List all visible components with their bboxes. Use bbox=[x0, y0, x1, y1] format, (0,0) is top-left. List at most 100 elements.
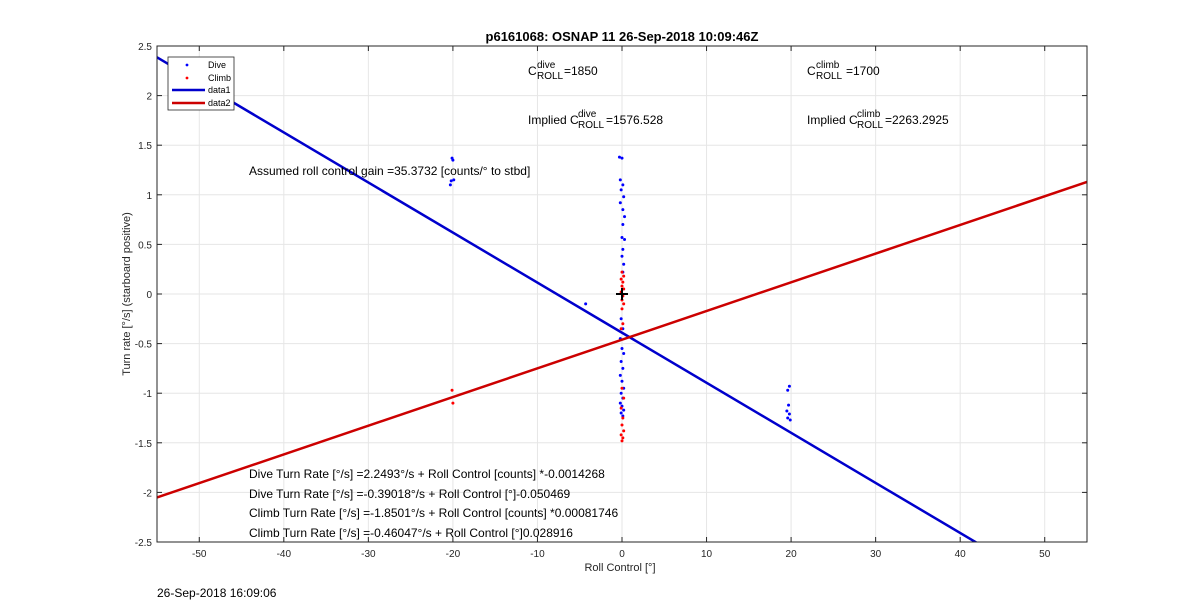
chart-title: p6161068: OSNAP 11 26-Sep-2018 10:09:46Z bbox=[486, 29, 759, 44]
implied-c-roll-climb-annotation: Implied C climb ROLL =2263.2925 bbox=[807, 109, 949, 131]
plot-marks bbox=[157, 56, 1087, 542]
x-tick-label: 10 bbox=[701, 549, 713, 560]
dive-point bbox=[621, 223, 625, 227]
y-tick-label: 2 bbox=[146, 92, 152, 103]
equation-climb-degrees: Climb Turn Rate [°/s] =-0.46047°/s + Rol… bbox=[249, 526, 573, 540]
dive-point bbox=[620, 235, 624, 239]
climb-point bbox=[619, 327, 623, 331]
dive-point bbox=[623, 237, 627, 241]
dive-point bbox=[620, 347, 624, 351]
dive-point bbox=[622, 408, 626, 412]
svg-text:dive: dive bbox=[537, 60, 556, 71]
plot-frame bbox=[156, 45, 1088, 543]
svg-text:ROLL: ROLL bbox=[857, 120, 884, 131]
legend-climb-marker bbox=[185, 76, 189, 80]
equation-dive-degrees: Dive Turn Rate [°/s] =-0.39018°/s + Roll… bbox=[249, 487, 571, 501]
dive-point bbox=[787, 384, 791, 388]
svg-text:C: C bbox=[807, 64, 816, 78]
svg-text:=1850: =1850 bbox=[564, 64, 598, 78]
dive-point bbox=[786, 388, 790, 392]
svg-text:dive: dive bbox=[578, 109, 597, 120]
y-axis-label: Turn rate [°/s] (starboard positive) bbox=[121, 212, 133, 376]
climb-point bbox=[620, 386, 624, 390]
svg-text:=1700: =1700 bbox=[846, 64, 880, 78]
svg-text:ROLL: ROLL bbox=[816, 71, 843, 82]
climb-point bbox=[620, 284, 624, 288]
climb-point bbox=[451, 401, 455, 405]
climb-point bbox=[622, 274, 626, 278]
axis-ticks: -50 -40 -30 -20 -10 0 10 20 30 40 50-2.5-2-1.5-1-0… bbox=[135, 42, 1087, 560]
legend-box bbox=[167, 56, 235, 111]
legend-data2-label: data2 bbox=[208, 98, 231, 108]
y-tick-label: -2.5 bbox=[135, 538, 153, 549]
dive-point bbox=[452, 178, 456, 182]
legend-dive-marker bbox=[185, 63, 189, 67]
y-tick-label: -1 bbox=[143, 389, 152, 400]
dive-point bbox=[622, 262, 626, 266]
svg-text:ROLL: ROLL bbox=[537, 71, 564, 82]
x-tick-label: -40 bbox=[277, 549, 292, 560]
y-tick-label: 1.5 bbox=[138, 141, 152, 152]
x-tick-label: -10 bbox=[530, 549, 545, 560]
roll-gain-annotation: Assumed roll control gain =35.3732 [coun… bbox=[249, 164, 530, 178]
x-tick-label: 0 bbox=[619, 549, 625, 560]
y-tick-label: 1 bbox=[146, 191, 152, 202]
dive-point bbox=[621, 183, 625, 187]
dive-point bbox=[623, 215, 627, 219]
svg-text:=1576.528: =1576.528 bbox=[606, 113, 663, 127]
dive-point bbox=[622, 352, 626, 356]
dive-point bbox=[620, 156, 624, 160]
dive-point bbox=[619, 359, 623, 363]
svg-text:climb: climb bbox=[857, 109, 881, 120]
dive-point bbox=[619, 391, 623, 395]
dive-point bbox=[451, 158, 455, 162]
climb-point bbox=[619, 406, 623, 410]
svg-text:C: C bbox=[528, 64, 537, 78]
legend-dive-label: Dive bbox=[208, 60, 226, 70]
legend-climb-label: Climb bbox=[208, 73, 231, 83]
dive-point bbox=[786, 416, 790, 420]
print-timestamp: 26-Sep-2018 16:09:06 bbox=[157, 586, 277, 600]
x-tick-label: 20 bbox=[786, 549, 798, 560]
equation-dive-counts: Dive Turn Rate [°/s] =2.2493°/s + Roll C… bbox=[249, 467, 605, 481]
climb-point bbox=[450, 388, 454, 392]
climb-point bbox=[621, 280, 625, 284]
dive-point bbox=[619, 411, 623, 415]
svg-text:climb: climb bbox=[816, 60, 840, 71]
c-roll-dive-annotation: C dive ROLL =1850 bbox=[528, 60, 598, 82]
y-tick-label: 0.5 bbox=[138, 240, 152, 251]
x-tick-label: -50 bbox=[192, 549, 207, 560]
dive-point bbox=[617, 155, 621, 159]
svg-text:ROLL: ROLL bbox=[578, 120, 605, 131]
x-axis-label: Roll Control [°] bbox=[584, 562, 655, 574]
legend: Dive Climb data1 data2 bbox=[167, 56, 235, 111]
climb-point bbox=[621, 322, 625, 326]
dive-point bbox=[621, 366, 625, 370]
x-tick-label: 50 bbox=[1039, 549, 1051, 560]
svg-text:=2263.2925: =2263.2925 bbox=[885, 113, 949, 127]
x-tick-label: 40 bbox=[955, 549, 967, 560]
fit-line-data1 bbox=[157, 56, 978, 542]
dive-point bbox=[620, 254, 624, 258]
climb-point bbox=[621, 416, 625, 420]
y-tick-label: -2 bbox=[143, 488, 152, 499]
dive-point bbox=[448, 183, 452, 187]
climb-point bbox=[620, 270, 624, 274]
climb-point bbox=[620, 439, 624, 443]
y-tick-label: 2.5 bbox=[138, 42, 152, 53]
dive-point bbox=[618, 401, 622, 405]
dive-point bbox=[621, 247, 625, 251]
dive-point bbox=[621, 208, 625, 212]
dive-point bbox=[788, 418, 792, 422]
climb-point bbox=[621, 436, 625, 440]
dive-point bbox=[584, 302, 588, 306]
y-tick-label: -1.5 bbox=[135, 439, 153, 450]
legend-data1-label: data1 bbox=[208, 85, 231, 95]
climb-point bbox=[622, 429, 626, 433]
x-tick-label: -30 bbox=[361, 549, 376, 560]
dive-point bbox=[619, 317, 623, 321]
climb-point bbox=[622, 302, 626, 306]
climb-point bbox=[619, 433, 623, 437]
climb-point bbox=[619, 277, 623, 281]
